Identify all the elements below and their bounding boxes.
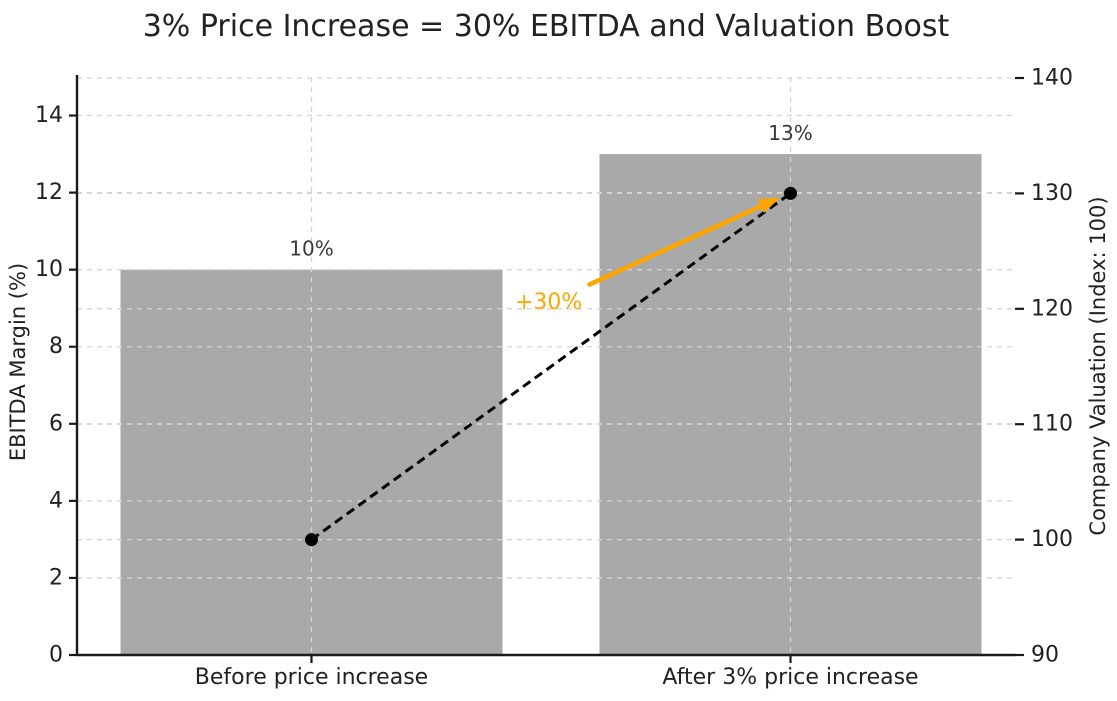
left-tick-label: 14 (35, 103, 63, 128)
left-tick-label: 2 (49, 565, 63, 590)
annotation-arrow-shaft (587, 203, 765, 287)
bar-value-label: 10% (289, 237, 333, 261)
right-tick-label: 100 (1031, 527, 1073, 552)
right-tick-label: 140 (1031, 66, 1073, 91)
chart-title: 3% Price Increase = 30% EBITDA and Valua… (142, 9, 950, 44)
left-tick-label: 6 (49, 411, 63, 436)
left-tick-label: 12 (35, 180, 63, 205)
data-point-1 (784, 186, 797, 200)
category-label: After 3% price increase (662, 665, 918, 690)
left-tick-label: 10 (35, 257, 63, 282)
category-label: Before price increase (195, 665, 428, 690)
right-tick-label: 130 (1031, 181, 1073, 206)
bar-value-label: 13% (768, 121, 812, 145)
left-tick-label: 4 (49, 488, 63, 513)
annotation-arrowhead (757, 197, 780, 214)
right-tick-label: 120 (1031, 296, 1073, 321)
left-tick-label: 0 (49, 643, 63, 668)
right-tick-label: 90 (1031, 643, 1059, 668)
data-point-0 (305, 533, 318, 547)
annotation-plus-30-label: +30% (515, 290, 583, 315)
valuation-line (310, 192, 792, 541)
right-tick-label: 110 (1031, 412, 1073, 437)
left-tick-label: 8 (49, 334, 63, 359)
